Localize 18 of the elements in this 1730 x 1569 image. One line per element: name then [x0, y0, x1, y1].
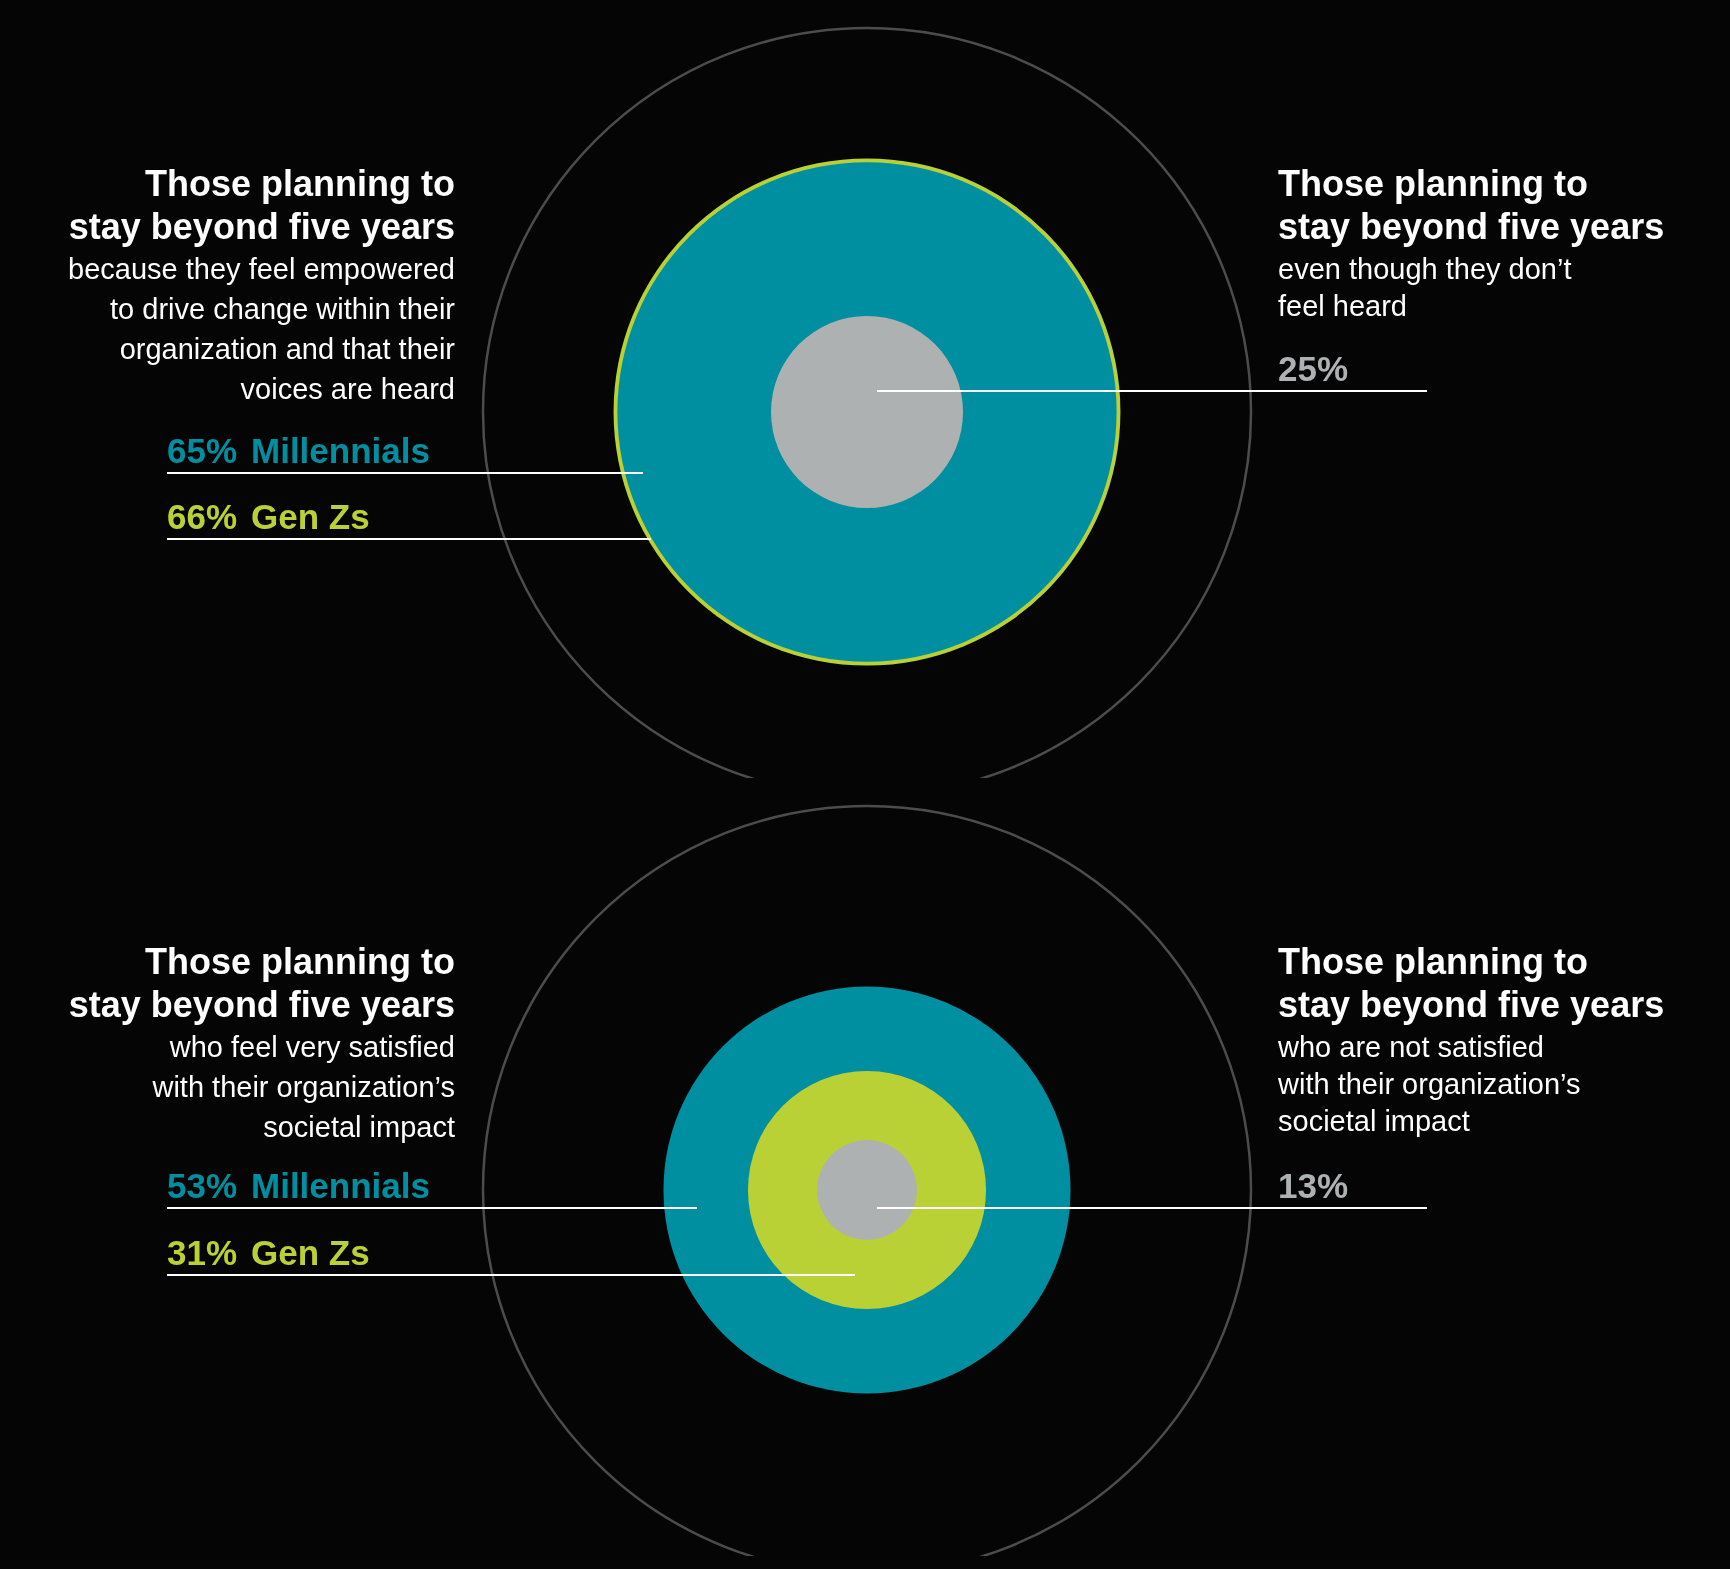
data-label: 65% — [167, 431, 238, 470]
text: even though they don’t feel heard — [1278, 253, 1572, 322]
data-label: 25% — [1278, 349, 1349, 388]
text: Those planning to stay beyond five years — [68, 163, 455, 247]
data-label: 31% — [167, 1233, 238, 1272]
text: who are not satisfied with their organization’s societal impact — [1277, 1031, 1581, 1137]
data-label: 53% — [167, 1166, 238, 1205]
text: who feel very satisfied with their organization’s societal impact — [151, 1031, 455, 1143]
category-label: Millennials — [251, 431, 430, 470]
category-label: Those planning to stay beyond five years — [1278, 941, 1665, 1025]
data-label: 66% — [167, 497, 238, 536]
data-label: 13% — [1278, 1166, 1349, 1205]
category-label: Those planning to stay beyond five years — [1278, 163, 1665, 247]
text: because they feel empowered to drive change within their organization and that their voices are heard — [68, 253, 456, 405]
category-label: Gen Zs — [251, 1233, 370, 1272]
text: Those planning to stay beyond five years — [68, 941, 455, 1025]
category-label: Millennials — [251, 1166, 430, 1205]
category-label: Gen Zs — [251, 497, 370, 536]
